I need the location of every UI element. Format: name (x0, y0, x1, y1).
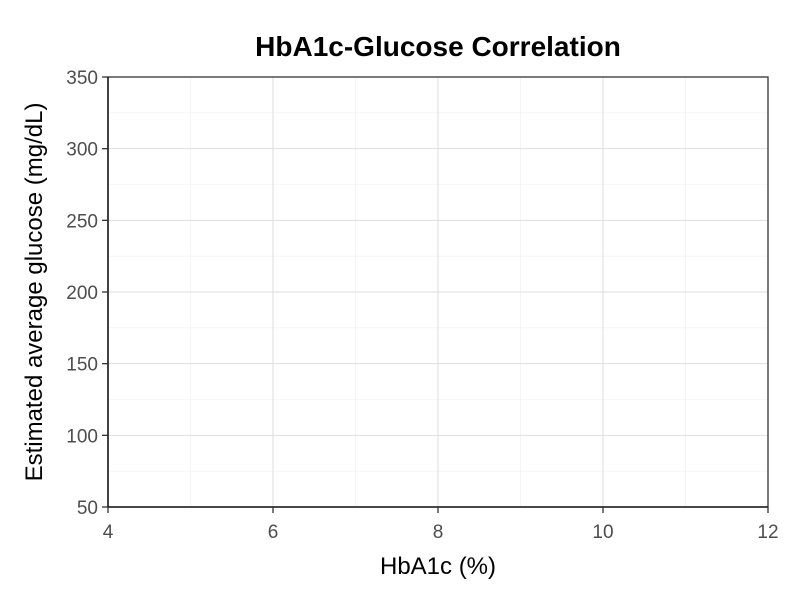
y-tick-label: 250 (66, 211, 98, 232)
y-axis-title: Estimated average glucose (mg/dL) (21, 103, 48, 482)
x-tick-label: 8 (433, 522, 444, 543)
x-axis-ticks: 4 6 8 10 12 (103, 507, 779, 543)
chart-title: HbA1c-Glucose Correlation (255, 31, 621, 62)
x-tick-label: 12 (757, 522, 778, 543)
y-tick-label: 200 (66, 283, 98, 304)
x-tick-label: 4 (103, 522, 114, 543)
x-tick-label: 6 (268, 522, 279, 543)
x-tick-label: 10 (592, 522, 613, 543)
y-tick-label: 300 (66, 140, 98, 161)
y-tick-label: 350 (66, 68, 98, 89)
y-axis-ticks: 50 100 150 200 250 300 350 (66, 68, 108, 519)
y-tick-label: 150 (66, 355, 98, 376)
major-gridlines (107, 76, 769, 508)
y-tick-label: 100 (66, 426, 98, 447)
y-tick-label: 50 (77, 498, 98, 519)
x-axis-title: HbA1c (%) (380, 553, 496, 580)
